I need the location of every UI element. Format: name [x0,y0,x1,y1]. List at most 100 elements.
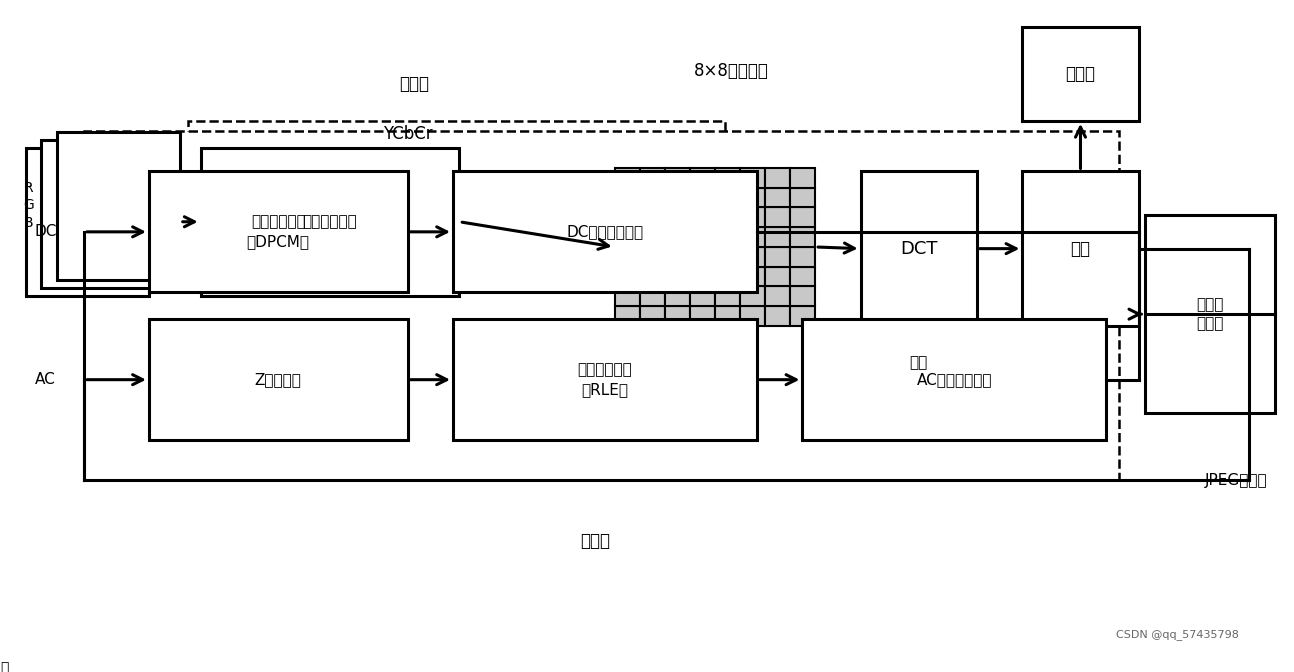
Text: DC值霍夫曼编码: DC值霍夫曼编码 [567,224,643,239]
Bar [665,247,690,267]
Bar [791,208,815,227]
Text: 预处理: 预处理 [399,75,430,93]
Bar [201,148,459,296]
Bar [615,168,639,187]
Text: 量化表: 量化表 [1065,65,1096,83]
Bar [615,267,639,286]
Text: 有损: 有损 [910,355,928,370]
Bar [714,267,740,286]
Bar [714,227,740,247]
Bar [1022,171,1139,326]
Text: 差分脉冲编码
（DPCM）: 差分脉冲编码 （DPCM） [247,214,309,249]
Bar [791,187,815,208]
Bar [84,131,1119,480]
Bar [615,247,639,267]
Text: 行程长度编码
（RLE）: 行程长度编码 （RLE） [577,362,633,397]
Bar [615,227,639,247]
Bar [765,187,791,208]
Bar [41,140,164,288]
Bar [615,286,639,306]
Bar [1145,215,1275,413]
Text: AC值霍夫曼编码: AC值霍夫曼编码 [916,372,992,387]
Bar [453,171,757,292]
Bar [690,227,714,247]
Bar [765,208,791,227]
Text: DCT: DCT [901,240,937,257]
Bar [765,306,791,326]
Bar [765,247,791,267]
Bar [765,286,791,306]
Bar [740,168,765,187]
Bar [26,148,149,296]
Bar [714,187,740,208]
Bar [639,286,665,306]
Bar [149,319,408,440]
Text: 文件头
数据段: 文件头 数据段 [1196,297,1224,331]
Text: R: R [23,181,34,195]
Text: 量化: 量化 [1070,240,1091,257]
Bar [714,168,740,187]
Bar [615,306,639,326]
Text: G: G [23,198,34,212]
Bar [665,286,690,306]
Text: DC: DC [34,224,57,239]
Text: Z字形编码: Z字形编码 [255,372,302,387]
Bar [791,286,815,306]
Bar [639,247,665,267]
Bar [149,171,408,292]
Bar [57,132,180,280]
Bar [639,187,665,208]
Text: 8×8图像区域: 8×8图像区域 [694,62,769,79]
Bar [665,168,690,187]
Bar [714,286,740,306]
Text: 测: 测 [0,661,8,672]
Bar [188,121,725,336]
Bar [765,168,791,187]
Bar [791,306,815,326]
Bar [765,227,791,247]
Text: 熵编码: 熵编码 [580,532,611,550]
Bar [690,247,714,267]
Bar [740,208,765,227]
Bar [740,286,765,306]
Bar [665,227,690,247]
Text: B: B [23,216,34,230]
Bar [639,267,665,286]
Bar [714,247,740,267]
Bar [714,306,740,326]
Bar [665,267,690,286]
Bar [802,319,1106,440]
Bar [690,267,714,286]
Bar [453,319,757,440]
Bar [665,187,690,208]
Bar [665,208,690,227]
Bar [740,306,765,326]
Bar [765,267,791,286]
Bar [690,286,714,306]
Bar [791,247,815,267]
Bar [639,168,665,187]
Bar [791,227,815,247]
Bar [639,306,665,326]
Bar [690,208,714,227]
Text: YCbCr: YCbCr [383,126,432,143]
Bar [791,168,815,187]
Text: AC: AC [35,372,56,387]
Bar [791,267,815,286]
Text: JPEG数据流: JPEG数据流 [1205,473,1267,488]
Bar [740,267,765,286]
Bar [714,208,740,227]
Bar [740,247,765,267]
Bar [1022,27,1139,121]
Text: 颜色模式转化: 颜色模式转化 [303,214,357,229]
Bar [615,208,639,227]
Bar [740,227,765,247]
Bar [690,168,714,187]
Text: CSDN @qq_57435798: CSDN @qq_57435798 [1117,630,1238,640]
Bar [690,187,714,208]
Bar [740,187,765,208]
Bar [665,306,690,326]
Bar [861,171,977,326]
Bar [690,306,714,326]
Bar [639,208,665,227]
